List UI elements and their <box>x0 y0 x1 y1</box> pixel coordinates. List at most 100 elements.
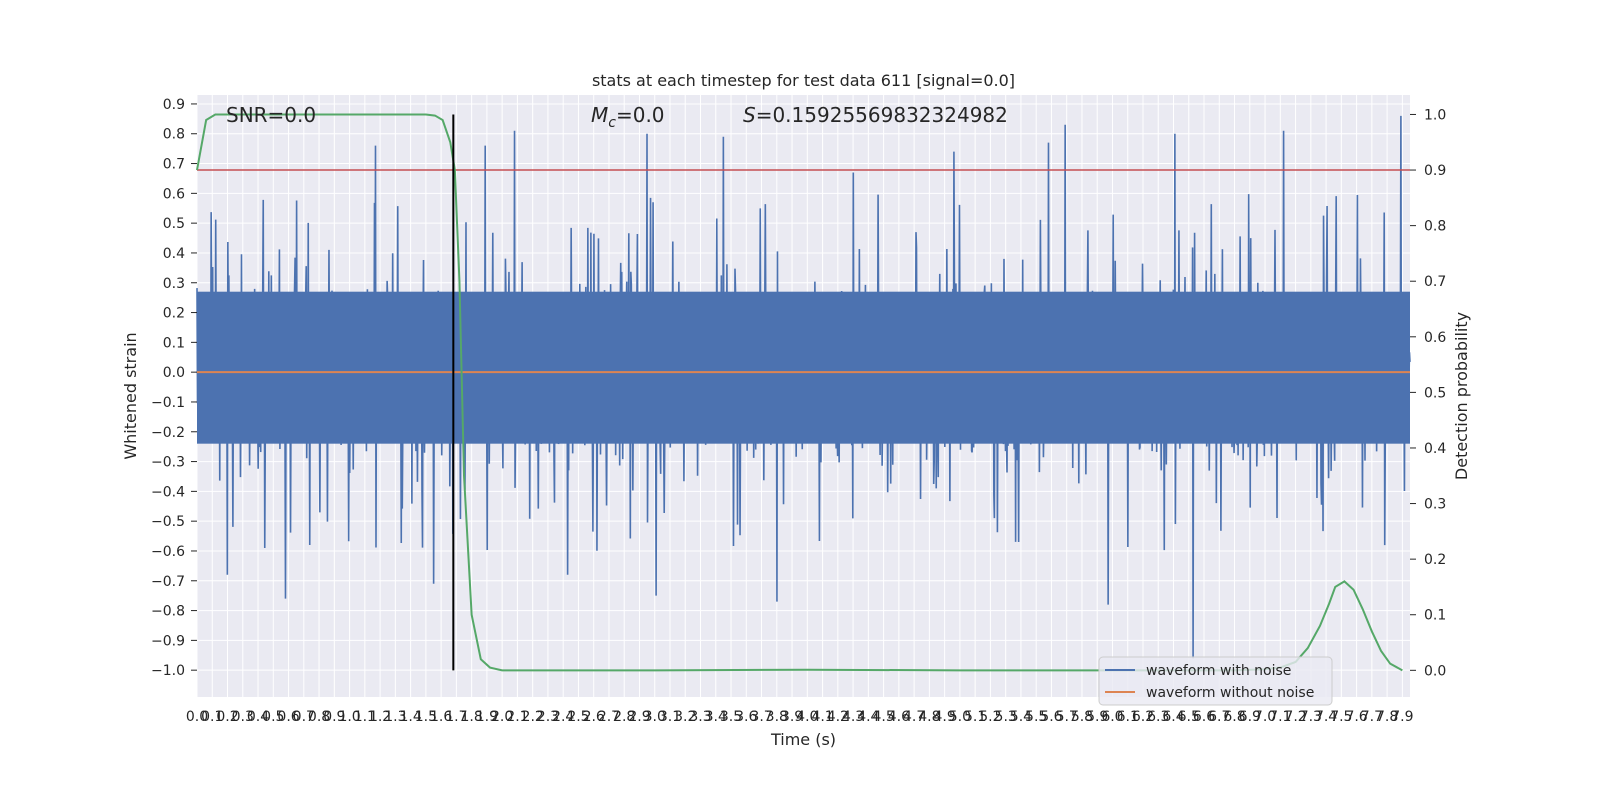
y-tick-label: 0.4 <box>163 246 185 262</box>
waveform-with-noise-band <box>197 291 1410 444</box>
waveform-with-noise-series <box>196 115 1411 659</box>
x-tick-label: 6.4 <box>1162 709 1184 725</box>
x-tick-label: 2.3 <box>537 709 559 725</box>
y-tick-label: −0.5 <box>151 514 185 530</box>
y2-tick-label: 0.3 <box>1424 497 1446 513</box>
y-tick-label: −1.0 <box>151 663 185 679</box>
x-tick-label: 7.7 <box>1361 709 1383 725</box>
x-tick-label: 0.9 <box>323 709 345 725</box>
x-tick-label: 7.4 <box>1315 709 1337 725</box>
y2-tick-label: 1.0 <box>1424 107 1446 123</box>
detection-probability-line <box>196 113 1403 672</box>
x-tick-label: 5.3 <box>995 709 1017 725</box>
x-tick-label: 1.9 <box>476 709 498 725</box>
x-tick-label: 0.8 <box>308 709 330 725</box>
x-tick-label: 7.9 <box>1391 709 1413 725</box>
x-tick-label: 0.2 <box>216 709 238 725</box>
x-tick-label: 3.9 <box>781 709 803 725</box>
x-tick-label: 3.8 <box>766 709 788 725</box>
y2-tick-label: 0.4 <box>1424 441 1446 457</box>
statistic-symbol: S <box>743 103 756 127</box>
x-tick-label: 2.0 <box>491 709 513 725</box>
x-tick-label: 5.5 <box>1025 709 1047 725</box>
y-tick-label: −0.3 <box>151 455 185 471</box>
y-tick-label: −0.8 <box>151 604 185 620</box>
x-tick-label: 1.6 <box>430 709 452 725</box>
chirp-mass-annotation: Mc=0.0 <box>591 103 665 131</box>
y2-tick-label: 0.8 <box>1424 219 1446 235</box>
x-tick-label: 5.1 <box>964 709 986 725</box>
y-tick-label: 0.7 <box>163 157 185 173</box>
x-tick-label: 2.5 <box>567 709 589 725</box>
x-tick-label: 0.1 <box>201 709 223 725</box>
x-tick-label: 3.6 <box>735 709 757 725</box>
x-tick-label: 7.0 <box>1254 709 1276 725</box>
detection-probability-series <box>196 113 1403 672</box>
y-tick-label: 0.8 <box>163 127 185 143</box>
x-tick-label: 4.1 <box>811 709 833 725</box>
x-tick-label: 3.7 <box>750 709 772 725</box>
x-tick-label: 2.9 <box>628 709 650 725</box>
x-tick-label: 1.1 <box>354 709 376 725</box>
x-tick-label: 1.8 <box>461 709 483 725</box>
y-tick-label: −0.9 <box>151 633 185 649</box>
x-tick-label: 6.9 <box>1239 709 1261 725</box>
legend-label-noise: waveform with noise <box>1146 663 1291 679</box>
statistic-annotation: S=0.15925569832324982 <box>743 103 1008 127</box>
x-tick-label: 0.7 <box>293 709 315 725</box>
y-tick-label: 0.2 <box>163 306 185 322</box>
y-tick-label: −0.2 <box>151 425 185 441</box>
y2-tick-label: 0.5 <box>1424 385 1446 401</box>
y-tick-label: −0.7 <box>151 574 185 590</box>
y-tick-label: −0.6 <box>151 544 185 560</box>
x-tick-label: 5.7 <box>1056 709 1078 725</box>
y-tick-label: 0.9 <box>163 97 185 113</box>
y2-axis-label: Detection probability <box>1452 312 1471 480</box>
x-tick-label: 1.2 <box>369 709 391 725</box>
legend-box <box>1098 656 1333 706</box>
x-tick-label: 3.1 <box>659 709 681 725</box>
y2-tick-label: 0.7 <box>1424 274 1446 290</box>
x-tick-label: 4.0 <box>796 709 818 725</box>
x-tick-label: 1.0 <box>338 709 360 725</box>
x-tick-label: 3.2 <box>674 709 696 725</box>
x-tick-label: 2.2 <box>522 709 544 725</box>
y-axis-label: Whitened strain <box>121 332 140 459</box>
x-axis-label: Time (s) <box>770 730 836 749</box>
x-tick-label: 4.8 <box>918 709 940 725</box>
y-tick-label: 0.1 <box>163 335 185 351</box>
x-tick-label: 6.0 <box>1101 709 1123 725</box>
x-tick-label: 2.4 <box>552 709 574 725</box>
x-tick-label: 1.4 <box>399 709 421 725</box>
x-tick-label: 4.5 <box>872 709 894 725</box>
y-tick-label: −0.1 <box>151 395 185 411</box>
x-tick-label: 1.3 <box>384 709 406 725</box>
x-tick-label: 3.3 <box>689 709 711 725</box>
y2-tick-label: 0.9 <box>1424 163 1446 179</box>
y-tick-label: −0.4 <box>151 484 185 500</box>
chirp-mass-symbol: M <box>591 103 608 127</box>
x-tick-label: 2.1 <box>506 709 528 725</box>
x-tick-label: 7.8 <box>1376 709 1398 725</box>
x-tick-label: 3.5 <box>720 709 742 725</box>
x-tick-label: 6.6 <box>1193 709 1215 725</box>
x-tick-label: 4.7 <box>903 709 925 725</box>
y2-tick-label: 0.0 <box>1424 663 1446 679</box>
x-tick-label: 7.2 <box>1284 709 1306 725</box>
x-tick-label: 6.8 <box>1223 709 1245 725</box>
x-tick-label: 7.1 <box>1269 709 1291 725</box>
x-tick-label: 0.6 <box>277 709 299 725</box>
x-tick-label: 3.0 <box>644 709 666 725</box>
x-tick-label: 4.3 <box>842 709 864 725</box>
chirp-mass-subscript: c <box>608 115 616 131</box>
x-tick-label: 7.3 <box>1300 709 1322 725</box>
x-tick-label: 1.5 <box>415 709 437 725</box>
y-tick-label: 0.0 <box>163 365 185 381</box>
x-tick-label: 5.9 <box>1086 709 1108 725</box>
y2-tick-label: 0.6 <box>1424 330 1446 346</box>
y-tick-label: 0.6 <box>163 186 185 202</box>
y-tick-label: 0.3 <box>163 276 185 292</box>
x-tick-label: 3.4 <box>705 709 727 725</box>
x-tick-label: 0.3 <box>232 709 254 725</box>
y2-tick-label: 0.2 <box>1424 552 1446 568</box>
